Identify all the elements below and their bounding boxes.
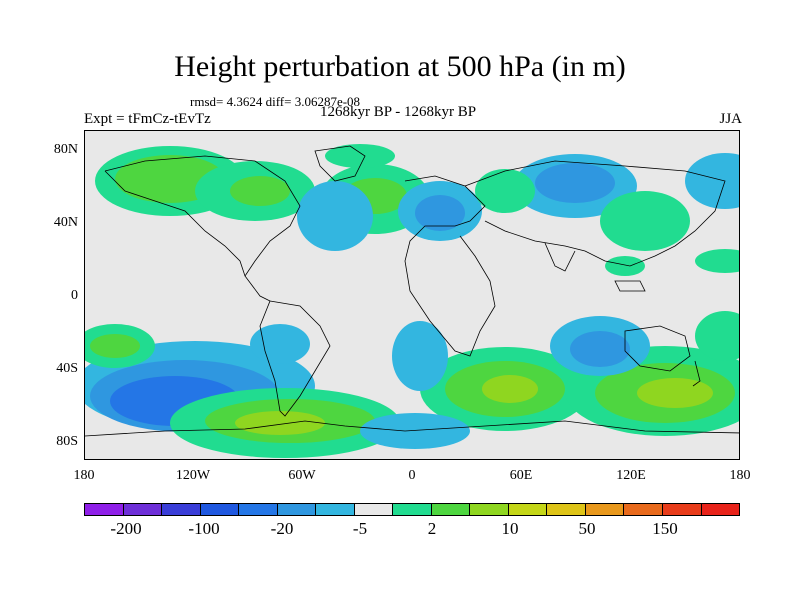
lat-label: 80S (56, 434, 78, 449)
lat-label: 40N (53, 215, 78, 230)
colorbar-label: 50 (578, 519, 596, 538)
colorbar-swatch (662, 504, 702, 515)
colorbar-swatch (239, 504, 278, 515)
colorbar-swatch (85, 504, 124, 515)
colorbar-label: 150 (652, 519, 678, 538)
lat-label: 80N (53, 142, 78, 157)
lon-label: 180 (729, 468, 751, 483)
lat-label: 40S (56, 361, 78, 376)
colorbar-swatch (431, 504, 471, 515)
contour-fills (85, 144, 739, 458)
season-label: JJA (719, 111, 742, 127)
map-title: Height perturbation at 500 hPa (in m) (174, 50, 626, 83)
colorbar-swatch (354, 504, 394, 515)
rmsd-line: rmsd= 4.3624 diff= 3.06287e-08 (190, 94, 361, 109)
colorbar-swatch (316, 504, 355, 515)
lon-label: 0 (408, 468, 416, 483)
coastlines (85, 145, 739, 437)
colorbar-swatch (393, 504, 432, 515)
colorbar (84, 503, 740, 516)
map-svg (85, 131, 739, 459)
colorbar-label: 2 (427, 519, 437, 538)
lon-label: 120W (175, 468, 211, 483)
colorbar-label: -5 (352, 519, 368, 538)
lon-label: 180 (73, 468, 95, 483)
colorbar-swatch (200, 504, 240, 515)
colorbar-swatch (701, 504, 740, 515)
colorbar-swatch (508, 504, 548, 515)
colorbar-swatch (162, 504, 201, 515)
experiment-label: Expt = tFmCz-tEvTz (84, 111, 211, 127)
lon-label: 60E (509, 468, 533, 483)
colorbar-swatch (277, 504, 317, 515)
colorbar-swatch (585, 504, 625, 515)
colorbar-swatch (547, 504, 586, 515)
colorbar-label: 10 (501, 519, 519, 538)
colorbar-label: -20 (270, 519, 294, 538)
colorbar-label: -200 (110, 519, 142, 538)
colorbar-label: -100 (188, 519, 220, 538)
colorbar-swatch (123, 504, 163, 515)
lat-label: 0 (71, 288, 78, 303)
map-plot-area (84, 130, 740, 460)
period-label: 1268kyr BP - 1268kyr BP (320, 104, 477, 120)
lon-label: 60W (288, 468, 316, 483)
colorbar-swatch (624, 504, 663, 515)
lon-label: 120E (616, 468, 646, 483)
colorbar-swatch (470, 504, 509, 515)
